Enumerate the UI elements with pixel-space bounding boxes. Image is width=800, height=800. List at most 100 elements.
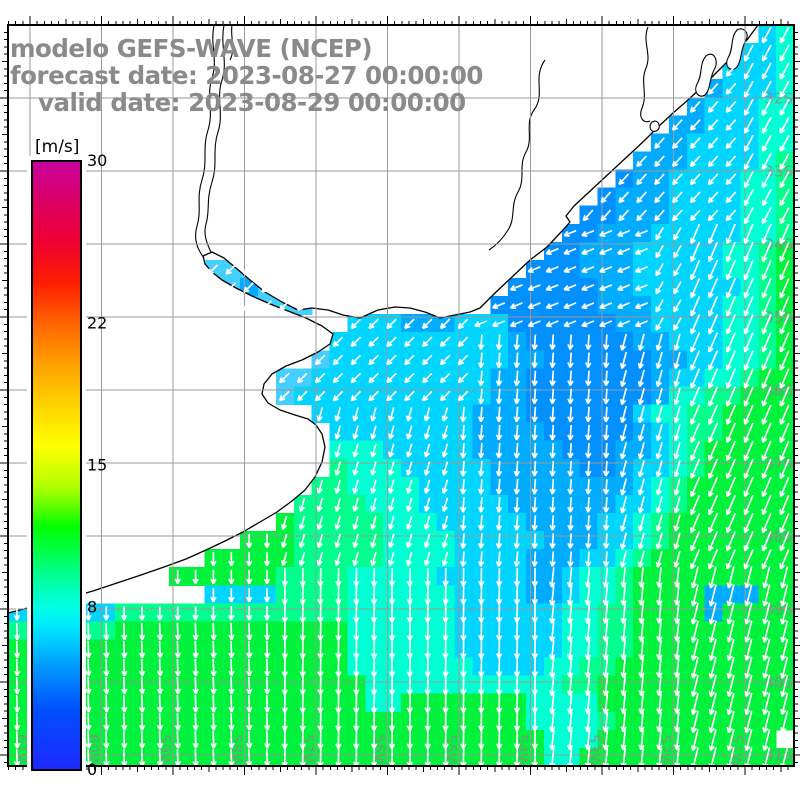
wind-arrow: [779, 314, 790, 335]
wind-arrow: [334, 461, 342, 476]
wind-arrow: [548, 657, 556, 678]
wind-arrow: [761, 278, 772, 299]
wind-arrow: [531, 640, 539, 659]
wind-arrow: [460, 551, 467, 567]
latitude-label: 39S: [764, 601, 793, 619]
wind-arrow: [690, 241, 701, 263]
wind-arrow: [332, 390, 344, 402]
wind-arrow: [370, 694, 378, 714]
wind-arrow: [549, 479, 556, 495]
wind-arrow: [513, 515, 521, 531]
wind-arrow: [457, 390, 469, 402]
wind-arrow: [761, 494, 772, 516]
wind-arrow: [423, 443, 431, 458]
wind-arrow: [674, 729, 681, 751]
wind-arrow: [655, 496, 663, 514]
wind-arrow: [655, 245, 664, 259]
wind-arrow: [674, 585, 681, 606]
wind-arrow: [406, 568, 414, 587]
wind-arrow: [602, 621, 610, 642]
wind-arrow: [619, 550, 628, 568]
wind-arrow: [671, 119, 683, 131]
wind-arrow: [654, 155, 665, 168]
wind-arrow: [690, 422, 701, 443]
wind-arrow: [707, 531, 719, 552]
wind-arrow: [548, 567, 556, 588]
wind-arrow: [352, 425, 359, 440]
wind-arrow: [655, 299, 664, 313]
wind-arrow: [13, 731, 21, 749]
wind-arrow: [495, 370, 503, 387]
wind-arrow: [602, 442, 610, 459]
wind-arrow: [531, 694, 539, 714]
wind-arrow: [689, 191, 701, 204]
wind-arrow: [121, 658, 128, 677]
wind-arrow: [566, 657, 574, 678]
wind-arrow: [707, 422, 719, 443]
wind-arrow: [617, 320, 631, 328]
wind-arrow: [620, 621, 627, 642]
forecast-date: forecast date: 2023-08-27 00:00:00: [10, 61, 483, 90]
wind-arrow: [548, 693, 556, 715]
wind-arrow: [636, 155, 648, 168]
wind-arrow: [263, 588, 271, 603]
wind-arrow: [423, 461, 431, 476]
wind-arrow: [388, 497, 395, 512]
wind-arrow: [278, 282, 290, 293]
wind-arrow: [725, 440, 736, 462]
wind-arrow: [228, 640, 235, 659]
wind-arrow: [549, 388, 556, 405]
wind-arrow: [299, 694, 306, 714]
wind-arrow: [192, 658, 199, 677]
wind-arrow: [192, 695, 199, 713]
wind-arrow: [549, 424, 556, 441]
wind-arrow: [246, 622, 253, 641]
wind-arrow: [602, 479, 610, 495]
wind-arrow: [332, 336, 344, 348]
wind-arrow: [424, 568, 431, 587]
wind-arrow: [353, 622, 360, 641]
wind-arrow: [442, 604, 449, 623]
wind-arrow: [636, 191, 648, 204]
latitude-label: 40S: [764, 674, 793, 692]
wind-arrow: [563, 229, 577, 237]
wind-arrow: [708, 584, 717, 607]
wind-arrow: [228, 551, 235, 567]
wind-arrow: [405, 479, 413, 494]
wind-arrow: [585, 533, 592, 549]
wind-arrow: [370, 622, 378, 641]
wind-arrow: [299, 622, 306, 641]
wind-arrow: [762, 656, 771, 679]
wind-arrow: [460, 568, 467, 587]
wind-arrow: [725, 155, 737, 168]
wind-arrow: [549, 370, 556, 387]
wind-arrow: [567, 551, 574, 567]
wind-arrow: [388, 461, 395, 476]
wind-arrow: [85, 622, 92, 641]
wind-arrow: [707, 83, 719, 95]
lagoon-outline: [649, 120, 660, 132]
wind-arrow: [495, 730, 503, 750]
wind-arrow: [207, 264, 219, 275]
wind-arrow: [673, 369, 681, 388]
wind-arrow: [655, 550, 663, 568]
wind-arrow: [726, 566, 735, 589]
wind-arrow: [743, 171, 754, 189]
wind-arrow: [599, 302, 613, 310]
wind-arrow: [531, 424, 538, 441]
wind-arrow: [332, 354, 344, 366]
wind-arrow: [531, 497, 538, 513]
wind-arrow: [761, 153, 772, 170]
wind-arrow: [441, 479, 449, 494]
wind-arrow: [405, 407, 413, 422]
wind-arrow: [513, 676, 521, 695]
wind-arrow: [637, 496, 645, 514]
wind-arrow: [370, 533, 377, 549]
wind-arrow: [350, 372, 362, 384]
wind-arrow: [744, 638, 753, 661]
wind-arrow: [761, 314, 772, 335]
wind-arrow: [744, 656, 753, 679]
wind-arrow: [634, 284, 648, 292]
wind-arrow: [708, 710, 717, 734]
wind-arrow: [13, 713, 21, 731]
